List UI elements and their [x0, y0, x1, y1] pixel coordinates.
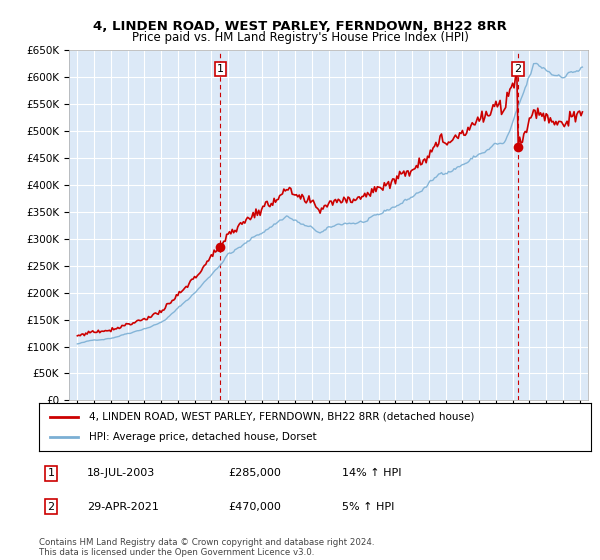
Text: 1: 1	[47, 468, 55, 478]
Text: 4, LINDEN ROAD, WEST PARLEY, FERNDOWN, BH22 8RR (detached house): 4, LINDEN ROAD, WEST PARLEY, FERNDOWN, B…	[89, 412, 474, 422]
Text: HPI: Average price, detached house, Dorset: HPI: Average price, detached house, Dors…	[89, 432, 316, 442]
Text: 5% ↑ HPI: 5% ↑ HPI	[342, 502, 394, 512]
Text: £470,000: £470,000	[228, 502, 281, 512]
Text: 4, LINDEN ROAD, WEST PARLEY, FERNDOWN, BH22 8RR: 4, LINDEN ROAD, WEST PARLEY, FERNDOWN, B…	[93, 20, 507, 32]
Text: £285,000: £285,000	[228, 468, 281, 478]
Text: Price paid vs. HM Land Registry's House Price Index (HPI): Price paid vs. HM Land Registry's House …	[131, 31, 469, 44]
Text: 1: 1	[217, 64, 224, 74]
Text: 2: 2	[515, 64, 522, 74]
Text: 14% ↑ HPI: 14% ↑ HPI	[342, 468, 401, 478]
Text: Contains HM Land Registry data © Crown copyright and database right 2024.
This d: Contains HM Land Registry data © Crown c…	[39, 538, 374, 557]
Text: 29-APR-2021: 29-APR-2021	[87, 502, 159, 512]
Text: 2: 2	[47, 502, 55, 512]
Text: 18-JUL-2003: 18-JUL-2003	[87, 468, 155, 478]
